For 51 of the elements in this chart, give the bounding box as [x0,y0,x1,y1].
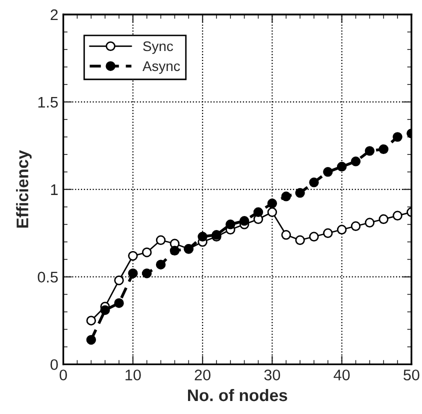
x-tick-label: 20 [194,370,210,380]
legend-label: Async [142,61,180,74]
x-tick-label: 0 [60,370,67,380]
point [128,268,138,278]
point [378,144,388,154]
point [364,218,375,228]
y-tick-label: 1 [51,184,58,195]
point [86,334,96,345]
point [86,316,96,326]
point [350,156,361,166]
point [114,276,124,286]
point [142,268,152,278]
point [350,221,361,231]
point [267,207,278,218]
point [128,251,138,261]
x-axis-title: No. of nodes [188,388,288,402]
point [239,216,250,226]
point [309,232,319,242]
point [253,207,264,218]
x-tick-label: 30 [264,370,280,380]
point [100,305,110,315]
point [114,298,124,308]
y-tick-label: 1.5 [38,96,58,108]
x-tick-label: 40 [334,370,350,380]
y-tick-label: 2 [50,9,58,20]
point [336,162,347,172]
point [295,235,305,245]
point [392,132,402,142]
x-tick-label: 50 [404,370,420,380]
y-tick-label: 0.5 [38,272,58,283]
y-axis-title: Efficiency [16,150,32,228]
point [378,214,388,224]
y-tick-label: 0 [50,359,58,370]
x-tick-label: 10 [126,370,141,380]
point [295,188,305,198]
point [142,248,152,258]
point [281,230,291,240]
point [364,146,375,156]
point [336,224,347,234]
point [281,192,291,202]
point [392,210,402,221]
point [156,235,166,245]
point [323,228,333,238]
point [156,260,166,270]
point [309,178,319,188]
point [267,198,278,208]
point [170,246,180,256]
point [226,220,236,230]
legend-label: Sync [143,41,174,54]
point [198,232,208,242]
point [323,167,333,177]
